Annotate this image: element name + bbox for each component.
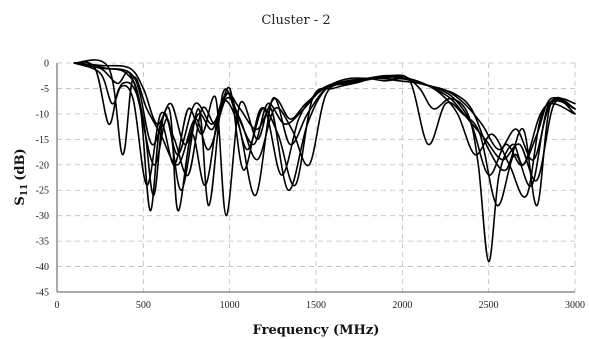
- y-tick-label: -25: [36, 186, 49, 197]
- y-tick-label: 0: [44, 59, 49, 70]
- series-line-4: [73, 62, 576, 207]
- y-tick-labels: 0 -5 -10 -15 -20 -25 -30 -35 -40 -45: [36, 59, 49, 299]
- y-axis-label-unit: (dB): [13, 148, 28, 180]
- x-tick-label: 1500: [306, 300, 326, 311]
- chart-title: Cluster - 2: [261, 13, 330, 28]
- axes: [56, 63, 575, 293]
- series-line-6: [73, 59, 576, 182]
- x-tick-labels: 0 500 1000 1500 2000 2500 3000: [55, 300, 586, 311]
- x-tick-label: 500: [136, 300, 151, 311]
- y-tick-label: -10: [36, 109, 49, 120]
- y-tick-label: -35: [36, 237, 49, 248]
- y-axis-label: S11 (dB): [13, 148, 30, 205]
- y-tick-label: -5: [41, 84, 49, 95]
- series-lines: [73, 59, 576, 263]
- series-line-1: [73, 62, 576, 197]
- x-tick-label: 0: [55, 300, 60, 311]
- grid-lines: [57, 62, 576, 292]
- y-tick-label: -40: [36, 262, 49, 273]
- x-tick-label: 3000: [565, 300, 585, 311]
- y-tick-label: -15: [36, 135, 49, 146]
- y-tick-label: -30: [36, 211, 49, 222]
- x-tick-label: 1000: [220, 300, 240, 311]
- y-tick-label: -20: [36, 160, 49, 171]
- series-line-7: [73, 62, 576, 161]
- y-tick-label: -45: [36, 288, 49, 299]
- y-axis-label-sub: 11: [20, 184, 30, 197]
- y-axis-label-main: S: [13, 196, 28, 205]
- series-line-5: [73, 61, 576, 207]
- x-tick-label: 2000: [392, 300, 412, 311]
- x-tick-label: 2500: [479, 300, 499, 311]
- series-line-3: [73, 62, 576, 212]
- series-line-2: [73, 62, 576, 263]
- x-axis-label: Frequency (MHz): [253, 323, 380, 338]
